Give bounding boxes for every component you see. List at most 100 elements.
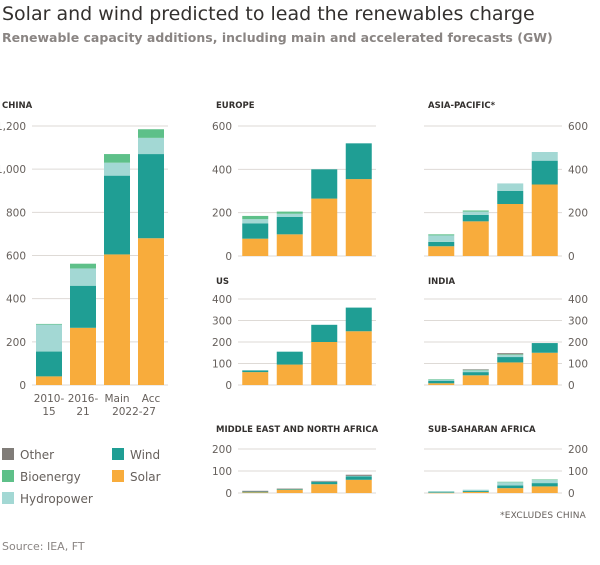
middle-east-and-north-africa-bar-wind-2016-21 — [276, 489, 303, 490]
us-bar-solar-2010-15 — [242, 372, 269, 385]
middle-east-and-north-africa-ytick-label: 0 — [225, 488, 232, 500]
sub-saharan-africa-bar-solar-main — [497, 488, 524, 493]
asia-pacific-bar-bioenergy-2016-21 — [462, 210, 489, 212]
us-bar-solar-main — [311, 342, 338, 385]
china-bar-hydropower-2016-21 — [70, 268, 96, 286]
chart-subtitle: Renewable capacity additions, including … — [2, 30, 553, 45]
china-bar-bioenergy-2010-15 — [36, 323, 62, 325]
middle-east-and-north-africa-title: MIDDLE EAST AND NORTH AFRICA — [216, 425, 379, 435]
china-xtick-label: 21 — [76, 406, 89, 418]
legend-label-bioenergy: Bioenergy — [20, 470, 81, 484]
middle-east-and-north-africa-bar-other-2016-21 — [276, 488, 303, 490]
china-bar-hydropower-main — [104, 162, 130, 176]
europe-ytick-label: 200 — [212, 208, 232, 220]
india-bar-solar-2016-21 — [462, 375, 489, 385]
asia-pacific-bar-solar-main — [497, 204, 524, 256]
india-bar-hydropower-2016-21 — [462, 370, 489, 373]
asia-pacific-bar-bioenergy-2010-15 — [428, 234, 455, 236]
legend-swatch-bioenergy — [2, 470, 14, 482]
middle-east-and-north-africa-bar-solar-2010-15 — [242, 492, 269, 493]
middle-east-and-north-africa-bar-other-acc — [345, 474, 372, 476]
legend-item-wind: Wind — [112, 448, 160, 462]
asia-pacific-bar-solar-acc — [531, 184, 558, 256]
china-bar-bioenergy-acc — [138, 129, 164, 138]
china-ytick-label: 600 — [6, 251, 26, 263]
china-bar-wind-main — [104, 175, 130, 255]
middle-east-and-north-africa-bar-solar-2016-21 — [276, 489, 303, 493]
china-ytick-label: 800 — [6, 207, 26, 219]
us-ytick-label: 200 — [212, 337, 232, 349]
sub-saharan-africa-ytick-label: 100 — [568, 466, 588, 478]
legend-label-hydropower: Hydropower — [20, 492, 93, 506]
sub-saharan-africa-bar-hydropower-acc — [531, 479, 558, 484]
india-bar-other-main — [497, 353, 524, 355]
india-bar-hydropower-main — [497, 354, 524, 358]
middle-east-and-north-africa-ytick-label: 200 — [212, 444, 232, 456]
asia-pacific-bar-wind-2016-21 — [462, 214, 489, 222]
middle-east-and-north-africa-bar-solar-main — [311, 484, 338, 493]
sub-saharan-africa-bar-hydropower-main — [497, 482, 524, 486]
asia-pacific-ytick-label: 400 — [568, 164, 588, 176]
us-bar-wind-main — [311, 324, 338, 342]
us-ytick-label: 0 — [225, 380, 232, 392]
middle-east-and-north-africa-bar-solar-acc — [345, 479, 372, 493]
middle-east-and-north-africa-bar-other-main — [311, 480, 338, 482]
china-xtick-label: Main — [104, 393, 129, 405]
sub-saharan-africa-bar-solar-2016-21 — [462, 491, 489, 493]
asia-pacific-ytick-label: 200 — [568, 208, 588, 220]
middle-east-and-north-africa-bar-wind-main — [311, 482, 338, 485]
india-ytick-label: 0 — [568, 380, 575, 392]
europe-title: EUROPE — [216, 101, 255, 111]
china-bar-solar-acc — [138, 238, 164, 385]
sub-saharan-africa-bar-solar-2010-15 — [428, 492, 455, 494]
india-bar-wind-main — [497, 357, 524, 363]
us-title: US — [216, 277, 229, 287]
china-title: CHINA — [2, 101, 33, 111]
legend-swatch-hydropower — [2, 492, 14, 504]
india-bar-wind-acc — [531, 343, 558, 353]
india-title: INDIA — [428, 277, 455, 287]
india-bar-solar-2010-15 — [428, 383, 455, 385]
china-bar-solar-main — [104, 254, 130, 385]
india-ytick-label: 400 — [568, 294, 588, 306]
china-bar-wind-acc — [138, 154, 164, 239]
asia-pacific-bar-solar-2010-15 — [428, 246, 455, 256]
china-xtick-label: Acc — [142, 393, 161, 405]
chart-title: Solar and wind predicted to lead the ren… — [2, 3, 535, 25]
legend-swatch-wind — [112, 448, 124, 460]
asia-pacific-bar-hydropower-acc — [531, 152, 558, 161]
asia-pacific-ytick-label: 600 — [568, 121, 588, 133]
asia-pacific-bar-hydropower-2010-15 — [428, 235, 455, 242]
china-ytick-label: 1,200 — [0, 121, 26, 133]
asia-pacific-bar-wind-main — [497, 191, 524, 204]
europe-bar-wind-2016-21 — [276, 217, 303, 235]
europe-bar-hydropower-2010-15 — [242, 219, 269, 224]
sub-saharan-africa-bar-bioenergy-main — [497, 481, 524, 483]
india-bar-bioenergy-main — [497, 354, 524, 355]
asia-pacific-ytick-label: 0 — [568, 251, 575, 263]
sub-saharan-africa-bar-bioenergy-acc — [531, 479, 558, 480]
middle-east-and-north-africa-ytick-label: 100 — [212, 466, 232, 478]
china-xtick-label: 15 — [42, 406, 55, 418]
india-bar-hydropower-2010-15 — [428, 379, 455, 381]
europe-bar-wind-2010-15 — [242, 223, 269, 239]
india-bar-wind-2016-21 — [462, 372, 489, 376]
india-bar-solar-acc — [531, 352, 558, 385]
india-ytick-label: 200 — [568, 337, 588, 349]
europe-bar-bioenergy-2010-15 — [242, 215, 269, 220]
china-ytick-label: 0 — [19, 380, 26, 392]
middle-east-and-north-africa-bar-other-2010-15 — [242, 490, 269, 492]
china-bar-bioenergy-main — [104, 154, 130, 163]
sub-saharan-africa-bar-wind-2016-21 — [462, 490, 489, 492]
legend: Other Wind Bioenergy Solar Hydropower — [0, 445, 215, 515]
europe-ytick-label: 0 — [225, 251, 232, 263]
sub-saharan-africa-bar-hydropower-2010-15 — [428, 491, 455, 493]
india-bar-solar-main — [497, 362, 524, 385]
europe-bar-hydropower-2016-21 — [276, 213, 303, 217]
asia-pacific-bar-solar-2016-21 — [462, 221, 489, 256]
china-bar-bioenergy-2016-21 — [70, 263, 96, 269]
us-ytick-label: 100 — [212, 359, 232, 371]
europe-ytick-label: 400 — [212, 164, 232, 176]
europe-bar-wind-main — [311, 169, 338, 199]
europe-ytick-label: 600 — [212, 121, 232, 133]
